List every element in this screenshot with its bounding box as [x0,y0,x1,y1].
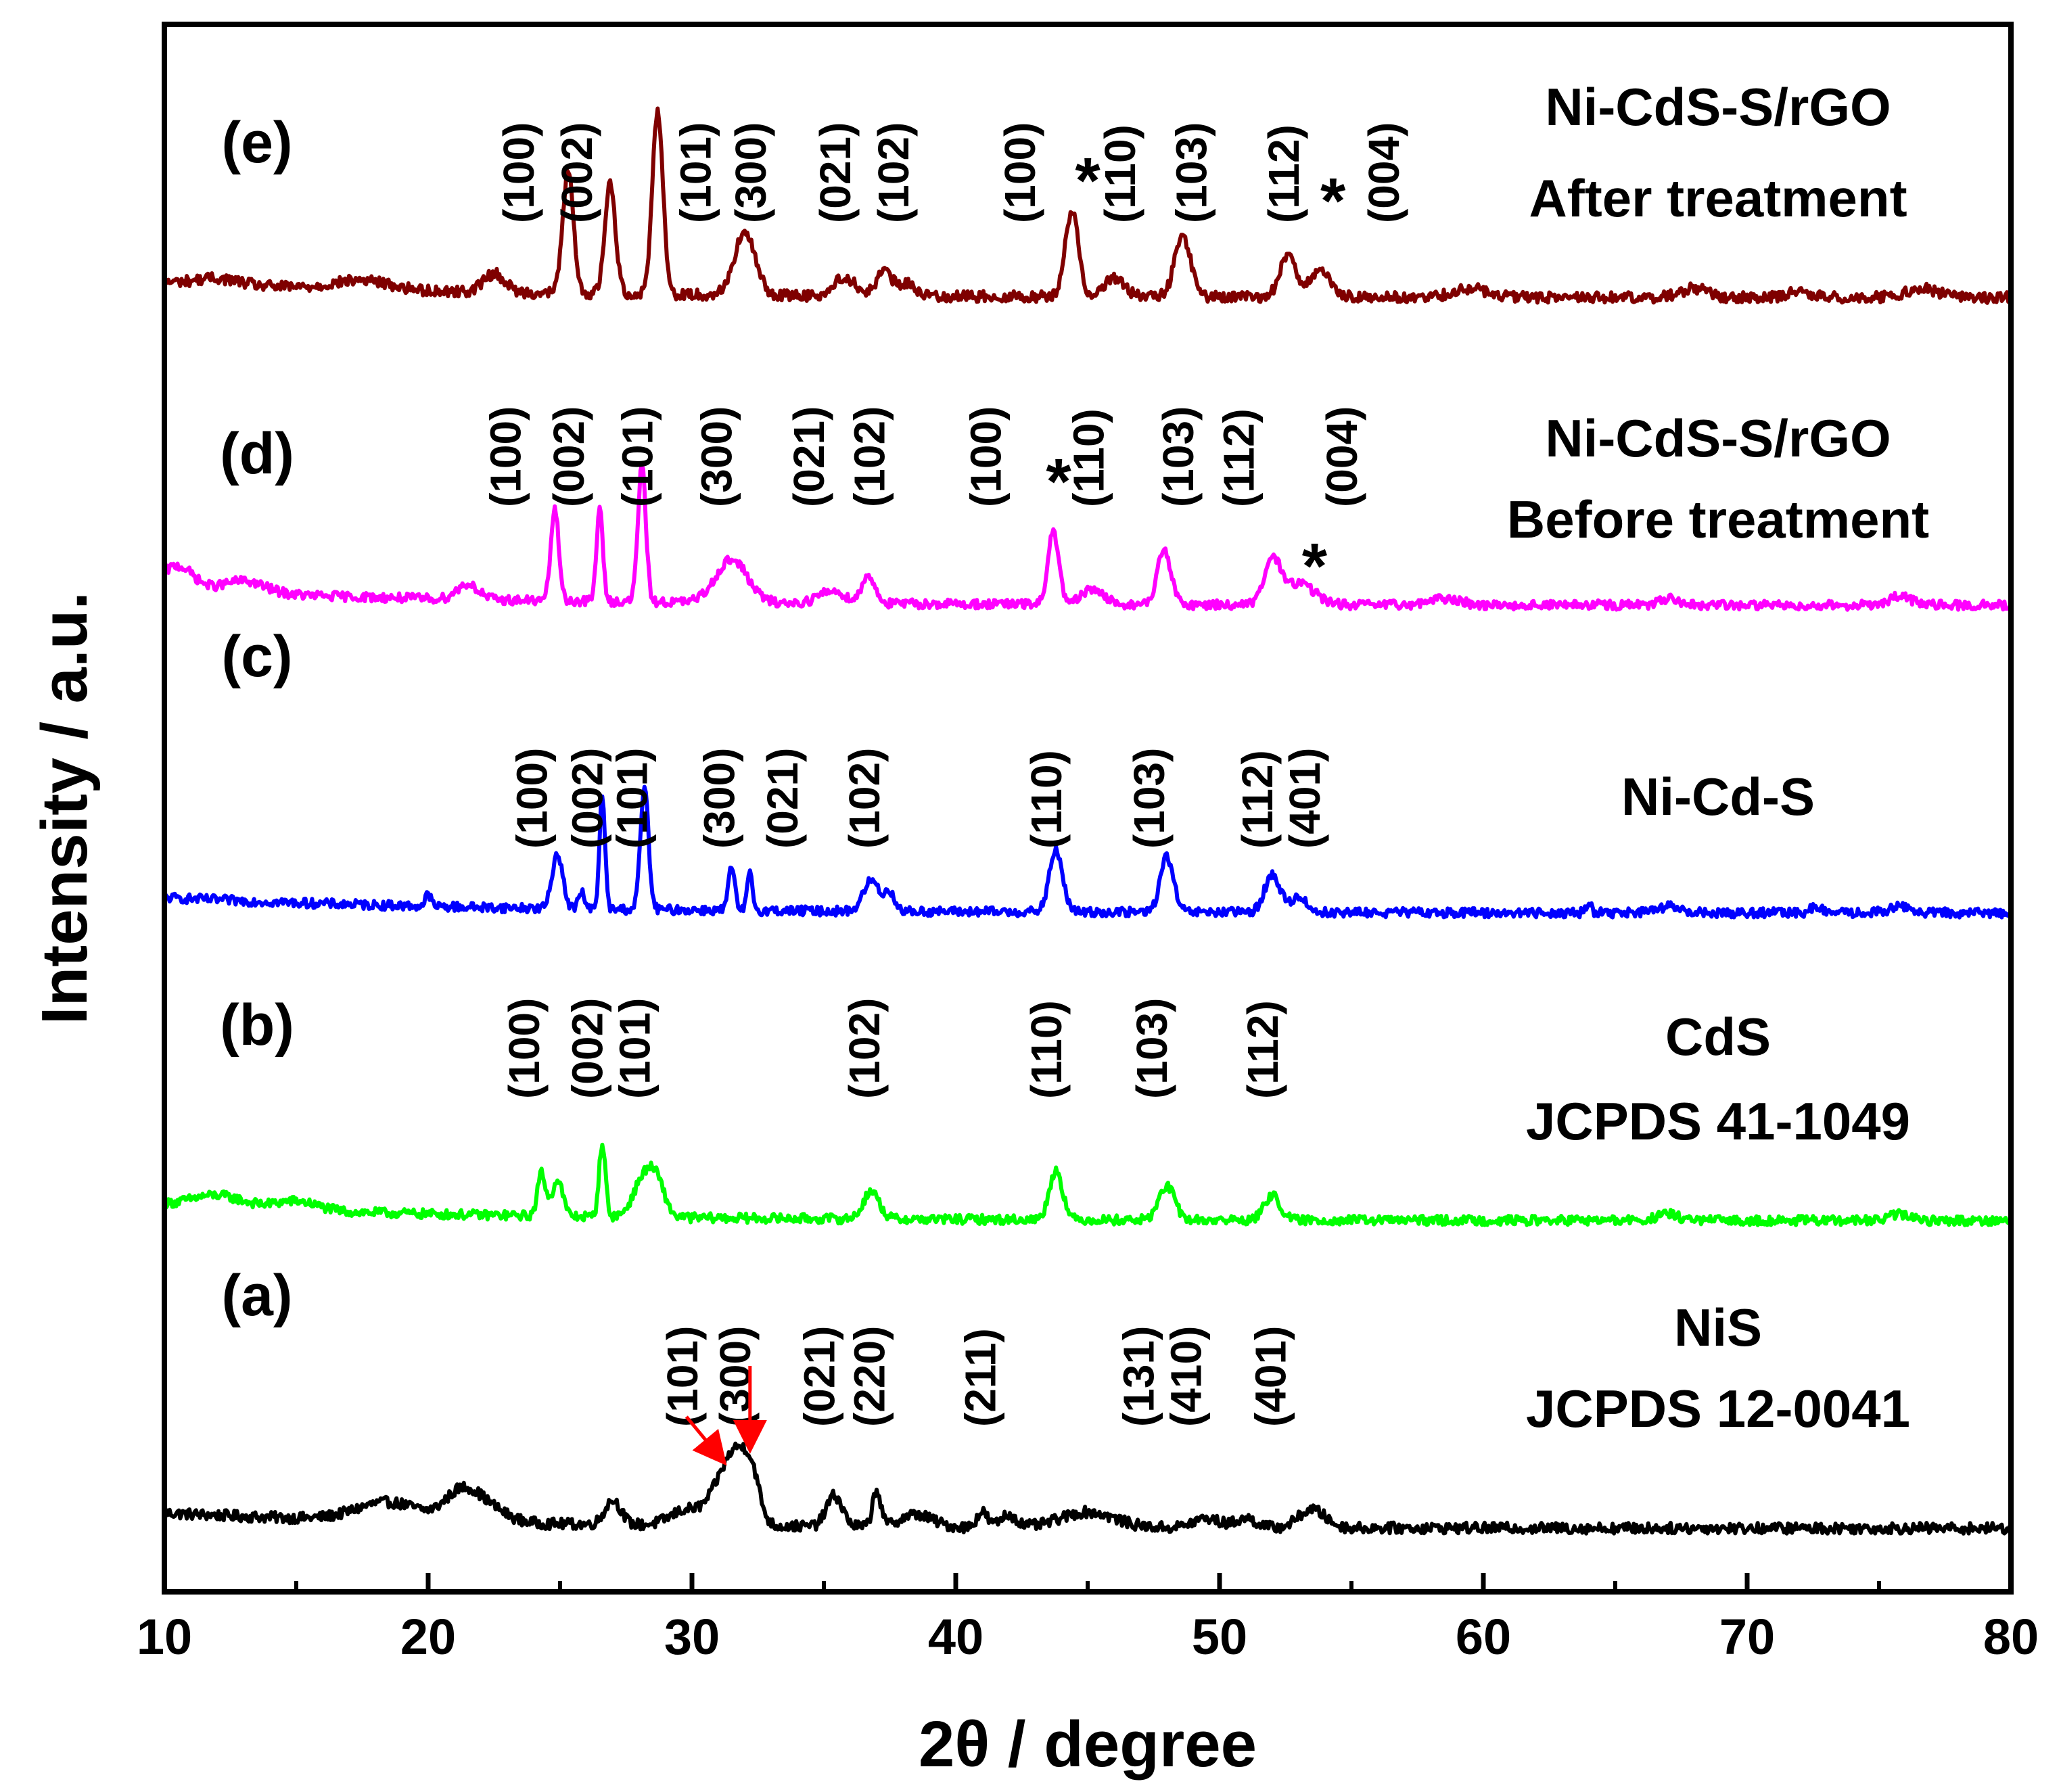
hkl-label-d-3: (300) [693,406,741,507]
x-tick-label-60: 60 [1456,1609,1511,1665]
panel-label-b: (b) [220,993,294,1058]
hkl-label-d-4: (021) [785,406,833,507]
hkl-label-a-1: (300) [711,1326,760,1427]
hkl-label-b-2: (101) [611,998,659,1099]
hkl-label-a-6: (410) [1162,1326,1211,1427]
panel-label-a: (a) [221,1263,292,1328]
x-tick-label-30: 30 [664,1609,720,1665]
hkl-label-c-2: (101) [608,748,657,849]
x-axis: 10 20 30 40 50 60 70 80 [137,1573,2039,1665]
hkl-label-e-4: (021) [811,122,860,223]
hkl-label-a-3: (220) [846,1326,894,1427]
hkl-label-a-0: (101) [658,1326,707,1427]
star-marker-e-0: * [1075,145,1101,217]
hkl-label-d-0: (100) [482,406,530,507]
xrd-trace-d [163,463,2013,612]
hkl-label-d-8: (103) [1154,406,1203,507]
xrd-trace-b [162,1142,2013,1227]
hkl-label-d-5: (102) [846,406,894,507]
x-tick-label-50: 50 [1192,1609,1247,1665]
panel-label-e: (e) [221,110,292,175]
panel-label-d: (d) [220,421,294,486]
hkl-label-e-3: (300) [726,122,775,223]
x-tick-label-70: 70 [1719,1609,1775,1665]
trace-layer [162,106,2013,1536]
hkl-label-e-1: (002) [553,122,601,223]
hkl-label-a-5: (131) [1115,1326,1163,1427]
xrd-trace-e [162,106,2013,305]
x-tick-label-20: 20 [400,1609,456,1665]
xrd-trace-a [162,1441,2012,1536]
star-marker-e-1: * [1320,165,1346,237]
hkl-label-d-2: (101) [613,406,662,507]
sample-name-b: CdS [1665,1007,1771,1066]
hkl-label-b-1: (002) [563,998,611,1099]
hkl-label-c-7: (103) [1125,748,1174,849]
hkl-label-c-1: (002) [563,748,611,849]
hkl-label-a-4: (211) [956,1328,1005,1427]
hkl-label-b-4: (110) [1022,1000,1071,1099]
hkl-label-d-6: (100) [961,406,1010,507]
hkl-label-e-10: (004) [1360,122,1408,223]
x-axis-title: 2θ / degree [919,1708,1257,1781]
hkl-label-c-6: (110) [1022,750,1071,849]
hkl-label-a-7: (401) [1247,1326,1295,1427]
hkl-label-d-7: (110) [1064,408,1113,507]
hkl-label-c-5: (102) [840,748,889,849]
hkl-label-e-7: (110) [1096,124,1144,223]
hkl-label-c-0: (100) [508,748,557,849]
sample-name-e: Ni-CdS-S/rGO [1545,77,1891,137]
hkl-label-e-6: (100) [996,122,1044,223]
hkl-label-d-1: (002) [545,406,593,507]
hkl-label-d-10: (004) [1318,406,1366,507]
sample-name-c: Ni-Cd-S [1621,767,1815,826]
sample-name-d: Ni-CdS-S/rGO [1545,408,1891,468]
hkl-label-a-2: (021) [795,1326,844,1427]
panel-label-c: (c) [221,624,292,689]
hkl-label-b-0: (100) [500,998,549,1099]
hkl-label-e-5: (102) [869,122,918,223]
x-tick-label-10: 10 [137,1609,192,1665]
sample-note-a: JCPDS 12-0041 [1526,1379,1910,1438]
hkl-label-e-2: (101) [671,122,720,223]
sample-note-d: Before treatment [1507,490,1929,549]
hkl-label-c-3: (300) [695,748,743,849]
xrd-trace-c [164,784,2013,920]
sample-note-b: JCPDS 41-1049 [1526,1091,1910,1151]
arrow-101 [685,1415,727,1466]
star-marker-d-1: * [1302,530,1328,603]
hkl-label-c-8: (112) [1233,750,1282,849]
y-axis-title: Intensity / a.u. [28,592,101,1024]
hkl-label-e-8: (103) [1167,122,1216,223]
x-tick-label-40: 40 [928,1609,983,1665]
hkl-label-d-9: (112) [1215,408,1264,507]
hkl-label-c-4: (021) [758,748,807,849]
x-tick-label-80: 80 [1983,1609,2039,1665]
hkl-label-b-6: (112) [1238,1000,1287,1099]
star-marker-d-0: * [1046,446,1071,518]
hkl-label-c-9: (401) [1280,748,1329,849]
hkl-label-e-0: (100) [494,122,543,223]
hkl-label-b-3: (102) [840,998,889,1099]
hkl-label-e-9: (112) [1259,124,1308,223]
hkl-label-b-5: (103) [1128,998,1176,1099]
sample-name-a: NiS [1674,1298,1762,1357]
sample-note-e: After treatment [1529,168,1907,228]
